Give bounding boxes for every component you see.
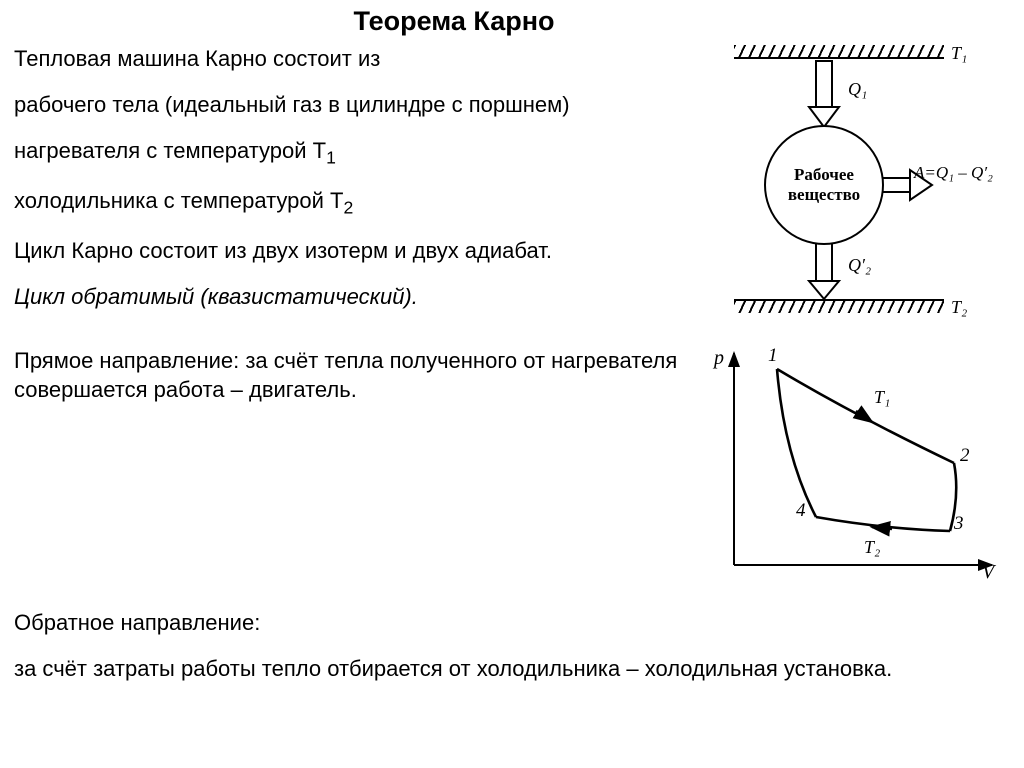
working-body-circle: Рабочее вещество — [764, 125, 884, 245]
cold-temp-label: T₂ — [951, 297, 967, 318]
para-cooler: холодильника с температурой T2 — [14, 187, 696, 219]
para-heater-text: нагревателя с температурой T — [14, 138, 326, 163]
para-cycle: Цикл Карно состоит из двух изотерм и дву… — [14, 237, 696, 265]
engine-diagram: T₁ — [704, 45, 1004, 325]
para-cooler-sub: 2 — [343, 198, 353, 218]
para-reversible: Цикл обратимый (квазистатический). — [14, 283, 696, 311]
pv-point-4: 4 — [796, 500, 806, 522]
working-body-label: Рабочее вещество — [788, 165, 860, 204]
para-heater: нагревателя с температурой T1 — [14, 137, 696, 169]
pv-t1-label: T₁ — [874, 387, 890, 408]
pv-svg — [704, 345, 1004, 605]
adiabat-41 — [777, 369, 816, 517]
mid-arrow-t1 — [856, 411, 872, 422]
heat-in-label: Q₁ — [848, 79, 867, 100]
heat-out-label: Q′₂ — [848, 255, 871, 276]
pv-diagram: p V 1 2 3 4 T₁ T₂ — [704, 345, 1004, 605]
figure-column: T₁ — [704, 45, 1014, 605]
para-intro: Тепловая машина Карно состоит из — [14, 45, 696, 73]
work-formula-label: A=Q₁ – Q′₂ — [914, 163, 993, 183]
cold-reservoir-hatch — [734, 299, 944, 313]
para-reverse-body: за счёт затраты работы тепло отбирается … — [14, 655, 1014, 683]
pv-t2-label: T₂ — [864, 537, 880, 558]
pv-point-2: 2 — [960, 445, 970, 467]
heat-out-arrow-icon — [809, 243, 839, 299]
text-column: Тепловая машина Карно состоит из рабочег… — [14, 45, 704, 605]
para-body: рабочего тела (идеальный газ в цилиндре … — [14, 91, 696, 119]
pv-point-1: 1 — [768, 345, 778, 367]
para-forward: Прямое направление: за счёт тепла получе… — [14, 347, 696, 403]
p-axis-label: p — [714, 347, 724, 370]
content-row: Тепловая машина Карно состоит из рабочег… — [14, 45, 1014, 605]
heat-in-arrow-icon — [809, 61, 839, 127]
para-reverse-heading: Обратное направление: — [14, 609, 1014, 637]
pv-point-3: 3 — [954, 513, 964, 535]
para-heater-sub: 1 — [326, 148, 336, 168]
v-axis-label: V — [982, 561, 994, 584]
para-cooler-text: холодильника с температурой T — [14, 188, 343, 213]
page-title: Теорема Карно — [0, 6, 1014, 37]
